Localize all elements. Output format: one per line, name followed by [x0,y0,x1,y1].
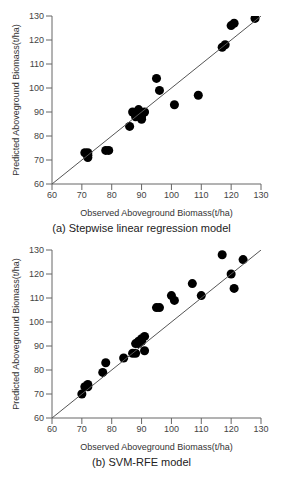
html-text:(a) Stepwise linear regression: (a) Stepwise linear regression model [52,222,231,234]
svg-text:100: 100 [164,190,179,200]
svg-text:100: 100 [29,317,44,327]
svg-text:120: 120 [29,35,44,45]
svg-text:130: 130 [29,11,44,21]
svg-text:120: 120 [224,424,239,434]
svg-text:130: 130 [253,424,268,434]
svg-text:90: 90 [34,107,44,117]
svg-text:100: 100 [164,424,179,434]
svg-text:90: 90 [34,341,44,351]
svg-text:Observed Aboveground Biomass(t: Observed Aboveground Biomass(t/ha) [80,208,233,218]
svg-text:Observed Aboveground Biomass(t: Observed Aboveground Biomass(t/ha) [80,442,233,452]
svg-text:100: 100 [29,83,44,93]
svg-text:70: 70 [77,424,87,434]
svg-text:110: 110 [194,424,208,434]
svg-text:110: 110 [194,190,208,200]
svg-text:120: 120 [224,190,239,200]
svg-text:80: 80 [107,424,117,434]
svg-text:60: 60 [34,179,44,189]
svg-text:Predicted Aboveground Biomass(: Predicted Aboveground Biomass(t/ha) [11,24,21,176]
svg-text:80: 80 [34,365,44,375]
svg-text:70: 70 [77,190,87,200]
svg-text:120: 120 [29,269,44,279]
svg-text:90: 90 [137,190,147,200]
html-text:(b) SVM-RFE model: (b) SVM-RFE model [92,456,191,468]
svg-text:80: 80 [34,131,44,141]
svg-text:60: 60 [47,424,57,434]
svg-text:Predicted Aboveground Biomass(: Predicted Aboveground Biomass(t/ha) [11,258,21,410]
svg-text:130: 130 [253,190,268,200]
svg-text:70: 70 [34,155,44,165]
svg-text:60: 60 [34,413,44,423]
svg-text:90: 90 [137,424,147,434]
svg-text:80: 80 [107,190,117,200]
svg-text:70: 70 [34,389,44,399]
svg-text:130: 130 [29,245,44,255]
svg-text:110: 110 [30,59,44,69]
svg-text:110: 110 [30,293,44,303]
svg-text:60: 60 [47,190,57,200]
